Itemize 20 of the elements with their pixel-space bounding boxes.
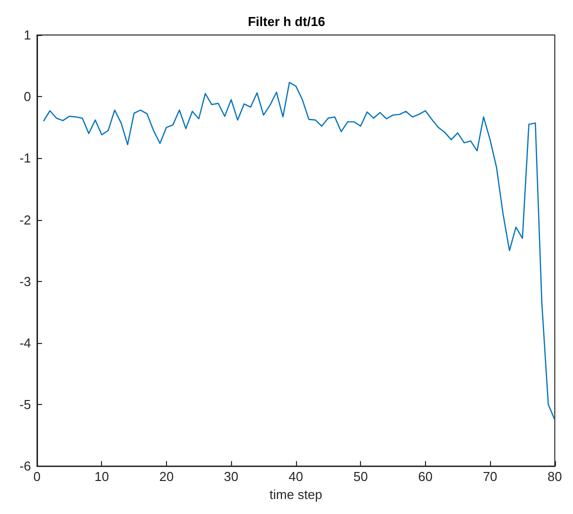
x-tick-label: 60: [418, 469, 433, 484]
x-tick-label: 70: [482, 469, 498, 484]
chart-title: Filter h dt/16: [248, 14, 326, 29]
line-series: [42, 82, 556, 421]
y-tick-label: -2: [19, 212, 31, 228]
y-tick-label: -1: [19, 150, 31, 166]
x-tick-label: 50: [353, 469, 368, 484]
x-tick-label: 40: [288, 469, 304, 484]
x-tick-label: 10: [94, 469, 109, 484]
y-tick-label: 1: [24, 28, 31, 42]
x-tick-label: 80: [548, 469, 562, 484]
y-tick-label: -4: [19, 335, 31, 350]
y-tick-label: 0: [24, 89, 31, 104]
x-axis-title: time step: [270, 487, 322, 502]
x-tick-label: 30: [224, 469, 238, 484]
y-tick-label: -5: [19, 397, 31, 412]
x-tick-label: 0: [33, 469, 41, 484]
y-tick-label: -3: [19, 274, 31, 289]
x-tick-label: 20: [159, 469, 174, 484]
y-tick-label: -6: [19, 458, 31, 474]
